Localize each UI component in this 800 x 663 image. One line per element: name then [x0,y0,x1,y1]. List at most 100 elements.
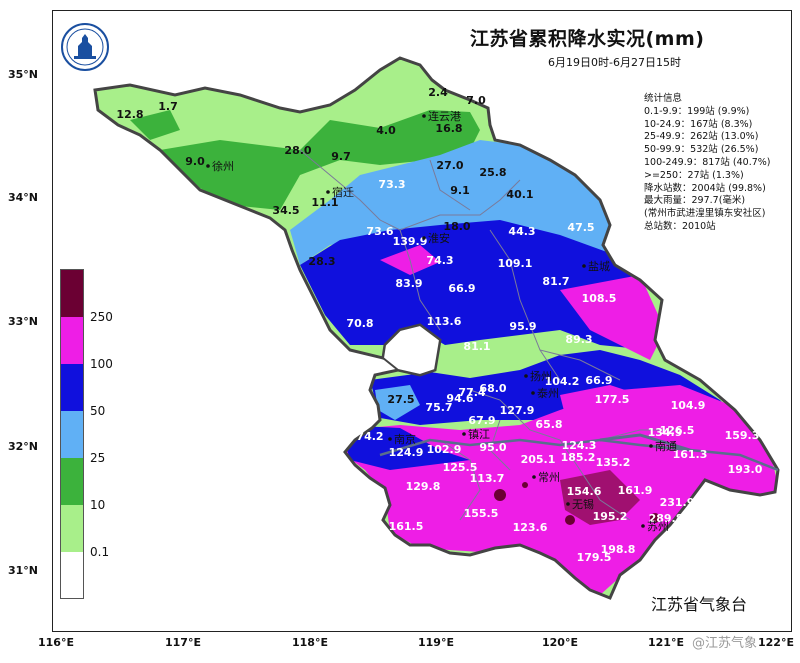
station-value: 155.5 [464,507,499,520]
legend-swatch [61,317,83,364]
map-title: 江苏省累积降水实况(mm) [470,28,705,50]
longitude-label: 117°E [165,636,201,649]
latitude-label: 33°N [8,315,39,328]
station-value: 161.5 [389,520,424,533]
station-value: 139.9 [393,235,428,248]
station-value: 89.3 [565,333,592,346]
station-value: 108.5 [582,292,617,305]
station-value: 104.2 [545,375,580,388]
station-value: 68.0 [479,382,506,395]
station-value: 27.0 [436,159,463,172]
station-value: 185.2 [561,451,596,464]
station-value: 75.7 [425,401,452,414]
latitude-label: 34°N [8,191,39,204]
station-value: 65.8 [535,418,562,431]
station-value: 124.3 [562,439,597,452]
yangtze-river [379,438,779,472]
station-value: 125.5 [443,461,478,474]
longitude-label: 118°E [292,636,328,649]
statistics-line: 25-49.9：262站 (13.0%) [644,131,759,143]
station-value: 28.0 [284,144,311,157]
latitude-label: 35°N [8,68,39,81]
station-value: 67.9 [468,414,495,427]
longitude-label: 119°E [418,636,454,649]
station-value: 159.3 [725,429,760,442]
statistics-heading: 统计信息 [644,93,683,104]
station-value: 66.9 [585,374,612,387]
map-subtitle: 6月19日0时-6月27日15时 [548,56,681,69]
city-label: 泰州 [537,386,559,400]
city-marker [582,264,586,268]
hongze-lake [381,323,442,377]
city-marker [524,374,528,378]
station-value: 195.2 [593,510,628,523]
city-borders [299,149,680,521]
city-marker [566,502,570,506]
station-value: 4.0 [376,124,396,137]
station-value: 40.1 [506,188,533,201]
city-marker [649,444,653,448]
station-value: 73.6 [366,225,393,238]
map-frame [52,10,792,632]
statistics-line: >=250：27站 (1.3%) [644,169,744,181]
legend-swatch [61,458,83,505]
station-value: 134.9 [648,426,683,439]
legend-label: 100 [90,357,113,371]
station-value: 74.2 [356,430,383,443]
station-value: 12.8 [116,108,143,121]
statistics-line: (常州市武进湟里镇东安社区) [644,208,766,220]
city-label: 南京 [394,432,416,446]
station-value: 193.0 [728,463,763,476]
legend-swatch [61,552,83,598]
city-label: 淮安 [428,231,450,245]
legend-swatch [61,505,83,552]
station-value: 81.1 [463,340,490,353]
statistics-panel: 统计信息 0.1-9.9：199站 (9.9%) 10-24.9：167站 (8… [644,93,771,234]
station-value: 27.5 [387,393,414,406]
legend-label: 25 [90,451,106,465]
station-value: 1.7 [158,100,178,113]
statistics-line: 总站数：2010站 [644,220,716,232]
city-marker [532,475,536,479]
station-value: 81.7 [542,275,569,288]
city-label: 宿迁 [332,185,354,199]
station-value: 198.8 [601,543,636,556]
station-value: 94.6 [446,392,473,405]
statistics-line: 降水站数：2004站 (99.8%) [644,182,766,194]
city-label: 连云港 [428,110,461,123]
station-value: 44.3 [508,225,535,238]
station-value: 95.0 [479,441,506,454]
station-value: 83.9 [395,277,422,290]
longitude-label: 116°E [38,636,74,649]
station-value: 126.5 [660,424,695,437]
station-value: 289.8 [649,512,684,525]
station-value: 9.1 [450,184,470,197]
station-value: 102.9 [427,443,462,456]
station-value: 161.9 [618,484,653,497]
station-value: 129.8 [406,480,441,493]
longitude-label: 122°E [758,636,794,649]
city-label: 苏州 [647,520,669,533]
city-marker [422,236,426,240]
station-value: 9.0 [185,155,205,168]
station-value: 28.3 [308,255,335,268]
longitude-label: 120°E [542,636,578,649]
station-value: 66.9 [448,282,475,295]
station-value: 113.6 [427,315,462,328]
city-marker [206,164,210,168]
station-value: 123.6 [513,521,548,534]
jiangsu-outline [93,56,780,600]
legend-swatch [61,364,83,411]
station-value: 77.4 [458,386,485,399]
station-value: 7.0 [466,94,486,107]
station-value: 177.5 [595,393,630,406]
station-value: 11.1 [311,196,338,209]
city-label: 盐城 [588,260,610,273]
city-label: 镇江 [468,427,490,441]
longitude-label: 121°E [648,636,684,649]
station-value: 34.5 [272,204,299,217]
station-value: 205.1 [521,453,556,466]
station-value: 135.2 [596,456,631,469]
station-value: 74.3 [426,254,453,267]
station-value: 16.8 [435,122,462,135]
